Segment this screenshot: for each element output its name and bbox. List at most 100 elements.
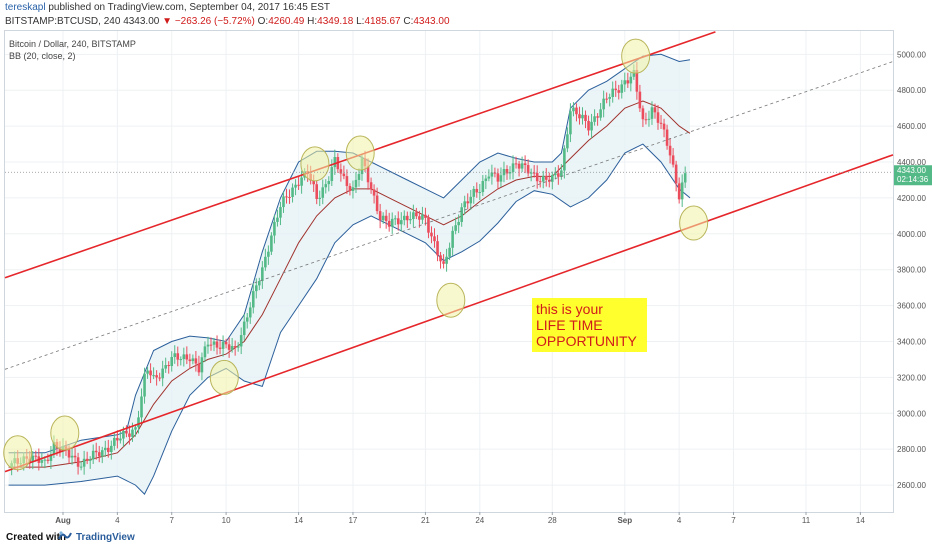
last-price-marker [894,165,932,186]
bollinger-upper [8,53,691,454]
touch-highlight-ellipse [209,359,239,395]
candle-body [369,182,373,190]
touch-highlight-ellipse [300,146,330,182]
candle-body [614,88,618,91]
candle-body [134,427,137,430]
candle-body [333,157,337,168]
candle-body [623,80,627,85]
candle-body [224,341,228,345]
candle-body [466,201,470,204]
candle-body [46,459,50,461]
annotation-callout: this is your LIFE TIME OPPORTUNITY [532,298,647,352]
candle-body [683,173,687,183]
price-change: −263.26 (−5.72%) [174,16,255,27]
candle-body [31,455,35,463]
candle-body [128,433,131,437]
candle-body [173,353,177,358]
candle-body [523,163,527,166]
y-tick-label: 3000.00 [897,409,926,418]
price-chart[interactable]: 2600.00 2800.00 3000.00 3200.00 3400.00 3600.… [0,30,932,526]
x-tick-label: 24 [475,516,484,525]
countdown-label: 02:14:36 [897,175,929,184]
candle-body [194,358,198,364]
x-tick-label: Sep [617,516,632,525]
candle-body [638,91,642,109]
high-label: H: [307,16,318,27]
candle-body [312,180,315,185]
author-link[interactable]: tereskapl [5,2,46,13]
candle-body [550,175,554,182]
candle-body [460,207,463,222]
candle-body [421,214,424,220]
candle-body [590,121,593,131]
close-value: 4343.00 [413,16,450,27]
candle-body [611,88,615,98]
candle-body [602,98,605,110]
candle-body [402,215,406,221]
candle-body [103,447,107,451]
candle-body [85,458,89,461]
high-value: 4349.18 [317,16,354,27]
candle-body [203,346,207,358]
tradingview-brand[interactable]: TradingView [76,532,135,543]
candle-body [188,359,192,362]
candle-body [149,370,152,376]
candle-body [122,430,125,439]
candle-body [665,129,669,146]
y-tick-label: 2800.00 [897,445,926,454]
candle-body [67,449,71,458]
candle-body [137,417,140,428]
candle-body [245,317,249,322]
touch-highlight-ellipse [436,282,466,318]
candle-body [499,175,503,182]
candle-body [384,215,388,221]
candle-body [131,429,134,437]
candle-body [43,459,47,461]
candle-body [505,169,509,174]
candle-body [493,172,497,174]
candle-body [155,375,158,378]
candle-body [273,221,276,236]
candle-body [436,241,439,256]
down-arrow-icon: ▼ [162,16,173,27]
y-tick-label: 4400.00 [897,158,926,167]
low-value: 4185.67 [364,16,401,27]
candle-body [146,370,149,374]
candle-body [197,363,201,373]
candle-body [653,107,657,113]
candle-body [620,84,624,93]
candle-body [584,114,587,121]
candle-body [264,256,267,268]
candle-body [324,184,328,188]
candle-body [327,181,331,185]
candle-body [596,116,599,118]
y-tick-label: 3200.00 [897,373,926,382]
candle-body [520,163,524,169]
candle-body [472,188,476,197]
candle-body [97,452,101,457]
touch-highlight-ellipse [345,135,375,171]
touch-highlight-ellipse [679,205,709,241]
candle-body [635,70,639,92]
footer: Created with TradingView [0,526,932,550]
x-tick-label: 7 [169,516,174,525]
candle-body [487,176,491,179]
candle-body [457,221,460,226]
candle-body [575,107,578,115]
candle-body [475,188,479,193]
candle-body [176,353,180,360]
candle-body [442,261,445,264]
touch-highlight-ellipse [50,415,80,451]
candle-body [152,375,155,377]
candle-body [644,119,648,121]
candle-body [469,196,473,204]
candle-body [185,354,189,360]
candle-body [647,118,651,120]
candle-body [433,236,436,242]
candle-body [390,218,394,227]
candle-body [478,192,482,194]
candle-body [587,120,590,131]
candle-body [662,123,666,130]
candle-body [366,166,370,183]
candle-body [396,218,400,225]
